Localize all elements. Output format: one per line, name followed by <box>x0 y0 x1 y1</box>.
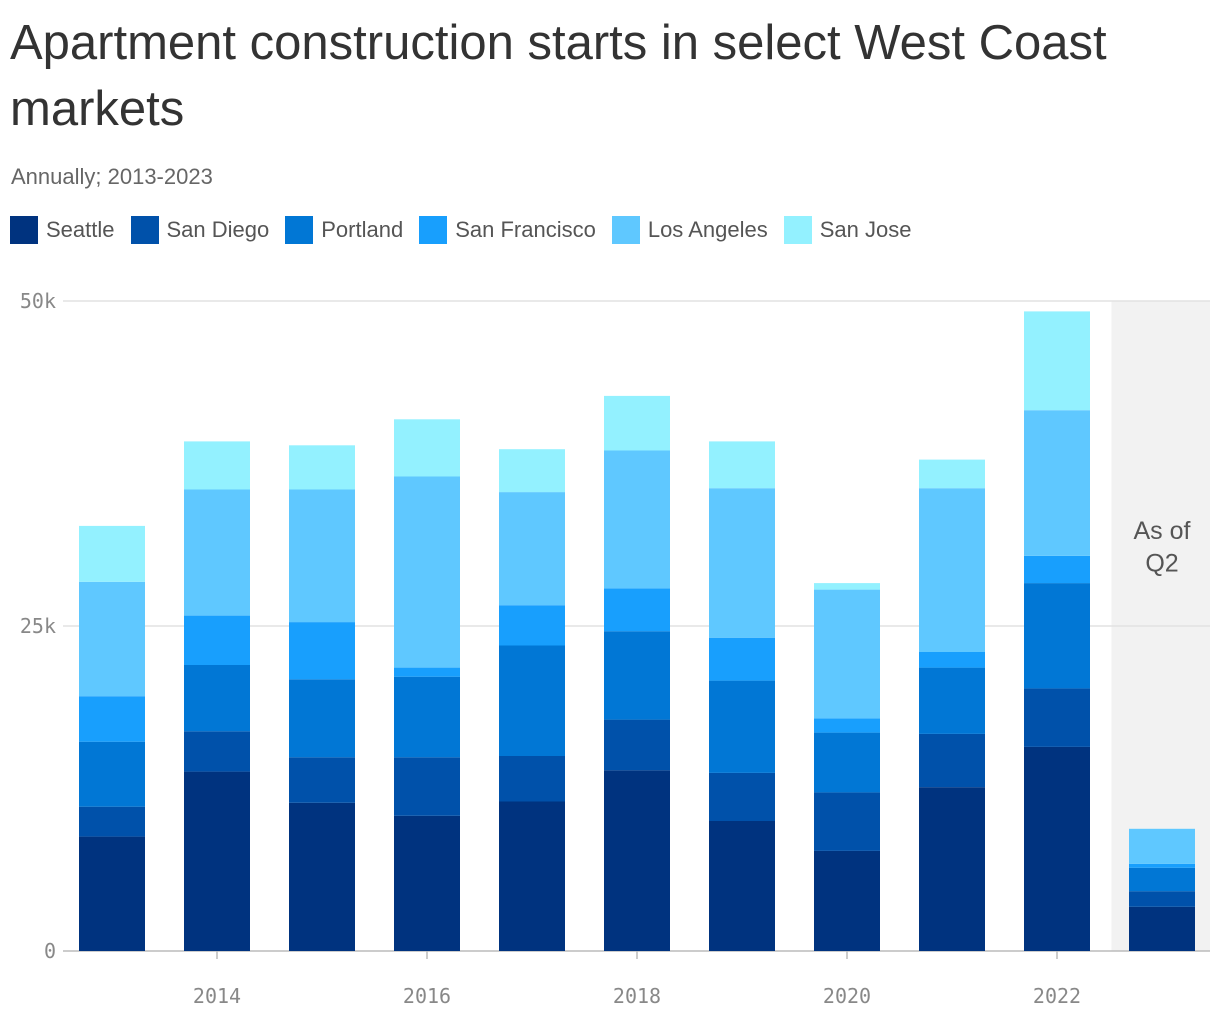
legend-label: San Jose <box>819 217 912 242</box>
bar-portland-2020 <box>814 732 880 793</box>
bar-san-jose-2019 <box>709 441 775 489</box>
bar-los-angeles-2015 <box>289 489 355 623</box>
chart-title: Apartment construction starts in select … <box>10 16 1107 136</box>
bar-san-diego-2013 <box>79 806 145 837</box>
bar-seattle-2019 <box>709 821 775 951</box>
legend-label: Seattle <box>46 217 115 242</box>
bar-los-angeles-2023 <box>1129 828 1195 864</box>
bar-san-jose-2022 <box>1024 311 1090 411</box>
bar-seattle-2013 <box>79 836 145 951</box>
legend-swatch <box>130 216 159 244</box>
bar-los-angeles-2018 <box>604 450 670 589</box>
bar-portland-2016 <box>394 676 460 758</box>
bar-portland-2018 <box>604 631 670 720</box>
bar-seattle-2022 <box>1024 746 1090 951</box>
bar-portland-2015 <box>289 679 355 758</box>
bar-san-diego-2022 <box>1024 688 1090 747</box>
bar-los-angeles-2021 <box>919 488 985 652</box>
bar-san-francisco-2021 <box>919 652 985 668</box>
legend-swatch <box>611 216 640 244</box>
bar-san-francisco-2019 <box>709 637 775 681</box>
bar-los-angeles-2022 <box>1024 410 1090 556</box>
legend-item-seattle: Seattle <box>10 216 115 244</box>
bar-san-diego-2015 <box>289 757 355 803</box>
legend-swatch <box>285 216 314 244</box>
legend-swatch <box>783 216 812 244</box>
legend-label: Los Angeles <box>647 217 768 242</box>
annotation-q2: Q2 <box>1145 549 1178 577</box>
legend-swatch <box>419 216 448 244</box>
bar-san-francisco-2013 <box>79 696 145 742</box>
legend-item-san-francisco: San Francisco <box>419 216 596 244</box>
bar-seattle-2023 <box>1129 906 1195 951</box>
bar-portland-2021 <box>919 667 985 734</box>
bar-seattle-2021 <box>919 787 985 951</box>
bar-san-jose-2016 <box>394 419 460 477</box>
bar-los-angeles-2016 <box>394 476 460 668</box>
bar-san-francisco-2023 <box>1129 863 1195 868</box>
bar-san-francisco-2017 <box>499 605 565 646</box>
bar-san-jose-2018 <box>604 395 670 451</box>
bar-portland-2019 <box>709 680 775 773</box>
bar-los-angeles-2019 <box>709 488 775 638</box>
bar-seattle-2015 <box>289 802 355 951</box>
bar-san-diego-2018 <box>604 719 670 771</box>
bar-san-diego-2019 <box>709 772 775 821</box>
bar-san-jose-2021 <box>919 459 985 489</box>
legend-item-portland: Portland <box>285 216 403 244</box>
bar-san-francisco-2020 <box>814 718 880 733</box>
bar-portland-2013 <box>79 741 145 807</box>
y-tick-label: 50k <box>20 289 56 313</box>
legend-label: San Francisco <box>455 217 596 242</box>
legend-label: Portland <box>321 217 404 242</box>
x-tick-label: 2020 <box>823 984 871 1008</box>
bar-seattle-2014 <box>184 771 250 951</box>
chart-subtitle: Annually; 2013-2023 <box>11 164 213 189</box>
bar-san-diego-2021 <box>919 733 985 788</box>
bar-san-diego-2023 <box>1129 891 1195 907</box>
legend-item-los-angeles: Los Angeles <box>611 216 768 244</box>
bar-portland-2017 <box>499 645 565 756</box>
bar-san-jose-2013 <box>79 525 145 582</box>
bar-portland-2014 <box>184 665 250 732</box>
legend-item-san-jose: San Jose <box>783 216 912 244</box>
bar-san-francisco-2022 <box>1024 555 1090 584</box>
bar-san-jose-2017 <box>499 449 565 493</box>
bar-seattle-2016 <box>394 815 460 951</box>
bar-los-angeles-2020 <box>814 589 880 719</box>
bar-portland-2022 <box>1024 583 1090 689</box>
bar-seattle-2017 <box>499 801 565 951</box>
bar-san-diego-2014 <box>184 731 250 772</box>
x-tick-label: 2016 <box>403 984 451 1008</box>
x-tick-label: 2022 <box>1033 984 1081 1008</box>
y-tick-label: 25k <box>20 614 56 638</box>
bar-san-francisco-2015 <box>289 622 355 680</box>
bar-seattle-2018 <box>604 770 670 951</box>
bar-san-francisco-2016 <box>394 667 460 677</box>
annotation-as-of: As of <box>1134 517 1191 545</box>
bar-san-francisco-2018 <box>604 588 670 632</box>
bar-los-angeles-2013 <box>79 581 145 697</box>
legend: Seattle San Diego Portland San Francisco Los… <box>10 216 927 244</box>
y-tick-label: 0 <box>44 939 56 963</box>
bar-seattle-2020 <box>814 850 880 951</box>
bar-san-francisco-2014 <box>184 615 250 665</box>
bar-san-jose-2015 <box>289 445 355 490</box>
bar-san-jose-2014 <box>184 441 250 490</box>
bar-san-diego-2020 <box>814 792 880 851</box>
legend-item-san-diego: San Diego <box>130 216 270 244</box>
bar-portland-2023 <box>1129 867 1195 892</box>
bar-los-angeles-2017 <box>499 492 565 606</box>
chart-area: As of Q2 0 25k 50k 2014 2016 2018 2020 2022 <box>20 289 1210 1008</box>
bar-san-diego-2017 <box>499 756 565 802</box>
x-tick-label: 2014 <box>193 984 241 1008</box>
legend-label: San Diego <box>166 217 270 242</box>
legend-swatch <box>10 216 38 244</box>
x-tick-label: 2018 <box>613 984 661 1008</box>
bar-los-angeles-2014 <box>184 489 250 616</box>
bar-san-jose-2020 <box>814 583 880 590</box>
bar-san-diego-2016 <box>394 757 460 816</box>
